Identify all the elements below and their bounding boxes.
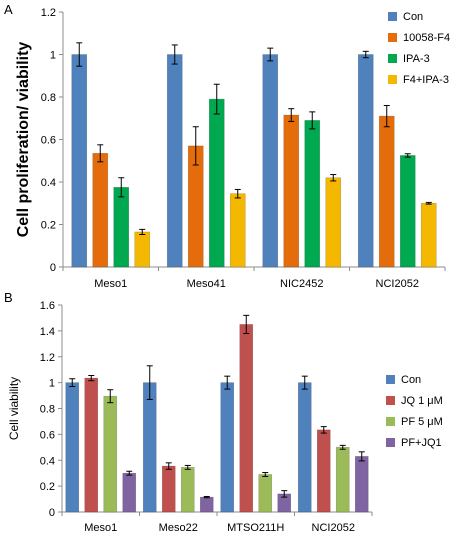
legend-label: Con xyxy=(403,11,423,23)
bar xyxy=(208,98,225,268)
y-tick-label: 0.6 xyxy=(40,429,55,441)
panel-label-b: B xyxy=(4,290,13,305)
bar xyxy=(199,496,214,513)
bar xyxy=(142,382,157,513)
bar xyxy=(92,153,109,268)
legend-label: Con xyxy=(401,374,421,386)
y-tick-label: 0.4 xyxy=(40,455,55,467)
category-label: NCI2052 xyxy=(312,522,355,534)
legend-label: 10058-F4 xyxy=(403,32,450,44)
bar xyxy=(258,474,273,513)
bar xyxy=(122,472,137,513)
bar xyxy=(166,54,183,268)
panel-label-a: A xyxy=(4,2,13,17)
legend-swatch xyxy=(388,54,397,63)
bar xyxy=(239,324,254,513)
legend-label: JQ 1 μM xyxy=(401,395,443,407)
y-tick-label: 0.4 xyxy=(41,177,56,189)
bar xyxy=(84,377,99,513)
legend-label: IPA-3 xyxy=(403,53,430,65)
bar xyxy=(325,177,342,268)
category-label: Meso41 xyxy=(187,278,226,290)
y-tick-label: 1.4 xyxy=(40,326,55,338)
y-tick-label: 1.2 xyxy=(40,352,55,364)
y-tick-label: 0.6 xyxy=(41,135,56,147)
legend-label: PF+JQ1 xyxy=(401,437,442,449)
bar xyxy=(103,395,118,513)
bar xyxy=(134,231,151,268)
y-tick-label: 1 xyxy=(50,50,56,62)
y-axis-label: Cell proliferation/ viability xyxy=(15,42,32,238)
bar xyxy=(354,456,369,513)
chart-panel-a: 0 0.2 0.4 0.6 0.8 1 1.2 Cell proliferation/ via… xyxy=(15,7,450,290)
legend-swatch xyxy=(386,438,395,447)
legend-swatch xyxy=(386,396,395,405)
bar xyxy=(399,155,416,268)
y-tick-label: 0.2 xyxy=(41,220,56,232)
y-tick-label: 1.6 xyxy=(40,300,55,312)
legend-swatch xyxy=(388,75,397,84)
bar xyxy=(161,465,176,513)
legend-swatch xyxy=(386,417,395,426)
bar xyxy=(335,447,350,513)
category-label: Meso22 xyxy=(159,522,198,534)
bar xyxy=(180,467,195,513)
y-tick-label: 0.8 xyxy=(41,92,56,104)
bar xyxy=(378,115,395,268)
y-axis-label: Cell viability xyxy=(7,377,21,440)
bar xyxy=(304,120,321,268)
category-label: NIC2452 xyxy=(280,278,323,290)
category-label: NCI2052 xyxy=(376,278,419,290)
y-tick-label: 0 xyxy=(50,262,56,274)
legend-label: F4+IPA-3 xyxy=(403,74,449,86)
bar xyxy=(357,54,374,268)
y-tick-label: 0.8 xyxy=(40,404,55,416)
bar xyxy=(283,114,300,268)
legend-swatch xyxy=(388,12,397,21)
bar xyxy=(420,202,437,268)
category-label: Meso1 xyxy=(94,278,127,290)
bar xyxy=(262,54,279,268)
category-label: Meso1 xyxy=(84,522,117,534)
bar xyxy=(297,382,312,513)
bar xyxy=(220,382,235,513)
bar xyxy=(71,54,88,268)
bar xyxy=(65,382,80,513)
y-tick-label: 1 xyxy=(49,378,55,390)
bar xyxy=(229,193,246,268)
chart-panel-b: 0 0.2 0.4 0.6 0.8 1 1.2 1.4 1.6 Cell viability Mes… xyxy=(7,300,443,534)
legend-swatch xyxy=(388,33,397,42)
y-tick-label: 1.2 xyxy=(41,7,56,19)
y-tick-label: 0 xyxy=(49,507,55,519)
legend-swatch xyxy=(386,375,395,384)
category-label: MTSO211H xyxy=(227,522,284,534)
bar xyxy=(316,429,331,513)
y-tick-label: 0.2 xyxy=(40,481,55,493)
bar xyxy=(113,187,130,268)
legend-label: PF 5 μM xyxy=(401,416,443,428)
